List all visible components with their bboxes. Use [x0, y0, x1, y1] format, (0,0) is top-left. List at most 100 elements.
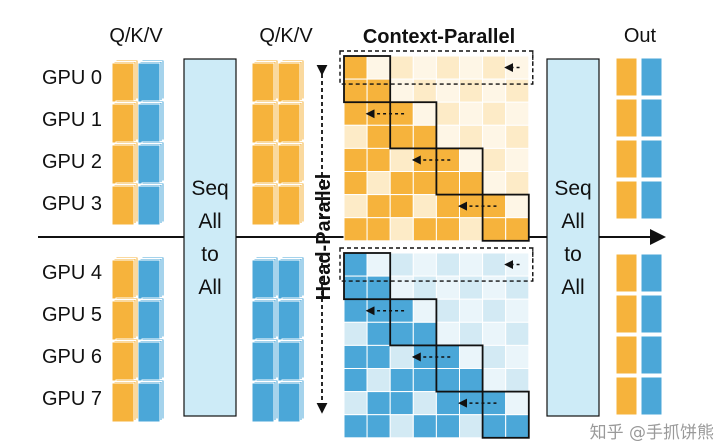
attn-matrix-blue-cell-r0c2	[389, 252, 414, 277]
attn-matrix-blue-cell-r7c0	[343, 414, 368, 439]
attn-matrix-blue-cell-r1c7	[505, 275, 530, 300]
context-parallel-label: Context-Parallel	[363, 26, 515, 48]
attn-matrix-orange-cell-r0c3	[412, 55, 437, 80]
attn-matrix-orange-cell-r3c1	[366, 124, 391, 149]
attn-matrix-blue-cell-r4c6	[482, 344, 507, 369]
qkv-left-top-block-col1-row2-layer2	[137, 144, 161, 185]
gpu-5-label: GPU 5	[42, 304, 102, 326]
attn-matrix-orange-cell-r1c1	[366, 78, 391, 103]
attn-matrix-blue-cell-r5c5	[459, 368, 484, 393]
attn-matrix-blue-diag-block-3	[481, 390, 530, 439]
attn-matrix-orange-cell-r7c1	[366, 217, 391, 242]
qkv-left-top-block-col0-row1-layer2	[111, 103, 135, 144]
attn-matrix-blue-cell-r2c0	[343, 298, 368, 323]
attn-matrix-blue-cell-r1c6	[482, 275, 507, 300]
attn-matrix-orange-cell-r6c7	[505, 194, 530, 219]
qkv-right-top-block-col1-row1-layer2	[277, 103, 301, 144]
attn-matrix-blue-cell-r7c1	[366, 414, 391, 439]
a2a-left-line-1: Seq	[191, 177, 228, 200]
qkv-left-bottom-block-col1-row3-layer2	[137, 382, 161, 423]
attn-matrix-orange-cell-r2c3	[412, 101, 437, 126]
attn-matrix-blue-cell-r4c7	[505, 344, 530, 369]
attn-matrix-blue-cell-r1c4	[435, 275, 460, 300]
attn-matrix-blue-cell-r5c1	[366, 368, 391, 393]
a2a-left-line-3: to	[201, 243, 219, 266]
attn-matrix-orange-dashed-band	[339, 50, 534, 85]
attn-matrix-orange-cell-r0c2	[389, 55, 414, 80]
out-top-block-blue-0	[640, 57, 663, 97]
attn-matrix-blue-cell-r3c0	[343, 321, 368, 346]
attn-matrix-orange-cell-r3c7	[505, 124, 530, 149]
qkv-left-bottom-block-col0-row1-layer2	[111, 300, 135, 341]
attn-matrix-orange-cell-r3c2	[389, 124, 414, 149]
attn-matrix-orange-cell-r0c1	[366, 55, 391, 80]
attn-matrix-blue-cell-r4c5	[459, 344, 484, 369]
attn-matrix-orange-cell-r0c4	[435, 55, 460, 80]
attn-matrix-orange-cell-r5c1	[366, 171, 391, 196]
attn-matrix-blue-cell-r3c1	[366, 321, 391, 346]
qkv-left-top-block-col1-row1-layer2	[137, 103, 161, 144]
qkv-left-top-block-col0-row0-layer2	[111, 62, 135, 103]
attn-matrix-blue-dashed-band	[339, 247, 534, 282]
attn-matrix-blue-cell-r1c3	[412, 275, 437, 300]
attn-matrix-blue-cell-r6c2	[389, 391, 414, 416]
attn-matrix-blue-diag-block-2	[435, 344, 484, 393]
attn-matrix-blue-diag-block-1	[389, 298, 438, 347]
attn-matrix-blue-cell-r5c3	[412, 368, 437, 393]
attn-matrix-blue-cell-r6c1	[366, 391, 391, 416]
a2a-right-line-3: to	[564, 243, 582, 266]
qkv-right-bottom-block-col1-row3-layer2	[277, 382, 301, 423]
attn-matrix-blue-cell-r2c5	[459, 298, 484, 323]
attn-matrix-orange-cell-r6c3	[412, 194, 437, 219]
out-top-block-blue-1	[640, 98, 663, 138]
attn-matrix-orange-cell-r4c5	[459, 147, 484, 172]
attn-matrix-blue-cell-r0c6	[482, 252, 507, 277]
qkv-right-top-block-col1-row2-layer2	[277, 144, 301, 185]
qkv-right-header: Q/K/V	[259, 25, 313, 47]
out-top-block-orange-1	[615, 98, 638, 138]
out-bottom-block-blue-1	[640, 294, 663, 334]
attn-matrix-orange-diag-block-1	[389, 101, 438, 150]
out-bottom-block-blue-2	[640, 335, 663, 375]
out-bottom-block-blue-0	[640, 253, 663, 293]
attn-matrix-orange-cell-r7c7	[505, 217, 530, 242]
attn-matrix-blue-cell-r2c4	[435, 298, 460, 323]
attn-matrix-orange-cell-r5c0	[343, 171, 368, 196]
attn-matrix-orange-cell-r7c5	[459, 217, 484, 242]
qkv-left-bottom-block-col1-row2-layer2	[137, 341, 161, 382]
attn-matrix-orange-cell-r0c5	[459, 55, 484, 80]
gpu-0-label: GPU 0	[42, 67, 102, 89]
attn-matrix-blue-cell-r4c1	[366, 344, 391, 369]
attn-matrix-orange-cell-r2c6	[482, 101, 507, 126]
gpu-3-label: GPU 3	[42, 193, 102, 215]
attn-matrix-orange-cell-r6c0	[343, 194, 368, 219]
a2a-right-line-2: All	[561, 210, 584, 233]
attn-matrix-orange-cell-r4c1	[366, 147, 391, 172]
attn-matrix-blue-cell-r1c2	[389, 275, 414, 300]
attn-matrix-blue-cell-r0c5	[459, 252, 484, 277]
qkv-right-top-block-col1-row3-layer2	[277, 185, 301, 226]
attn-matrix-blue-cell-r6c3	[412, 391, 437, 416]
attn-matrix-blue-cell-r0c0	[343, 252, 368, 277]
attn-matrix-blue-cell-r7c2	[389, 414, 414, 439]
qkv-right-bottom-block-col0-row2-layer2	[251, 341, 275, 382]
gpu-2-label: GPU 2	[42, 151, 102, 173]
attn-matrix-orange-cell-r1c2	[389, 78, 414, 103]
qkv-left-bottom-block-col1-row0-layer2	[137, 259, 161, 300]
out-top-block-orange-3	[615, 180, 638, 220]
attn-matrix-orange-cell-r6c1	[366, 194, 391, 219]
attn-matrix-orange-cell-r6c2	[389, 194, 414, 219]
attn-matrix-blue-cell-r1c0	[343, 275, 368, 300]
qkv-right-bottom-block-col1-row2-layer2	[277, 341, 301, 382]
attn-matrix-blue-cell-r3c5	[459, 321, 484, 346]
attn-matrix-blue-cell-r6c0	[343, 391, 368, 416]
attn-matrix-blue-cell-r1c1	[366, 275, 391, 300]
attn-matrix-blue-cell-r3c6	[482, 321, 507, 346]
attn-matrix-blue-cell-r0c1	[366, 252, 391, 277]
attn-matrix-blue-cell-r6c7	[505, 391, 530, 416]
qkv-left-bottom-block-col0-row0-layer2	[111, 259, 135, 300]
out-top-block-blue-2	[640, 139, 663, 179]
out-top-block-orange-2	[615, 139, 638, 179]
attn-matrix-orange-cell-r1c7	[505, 78, 530, 103]
